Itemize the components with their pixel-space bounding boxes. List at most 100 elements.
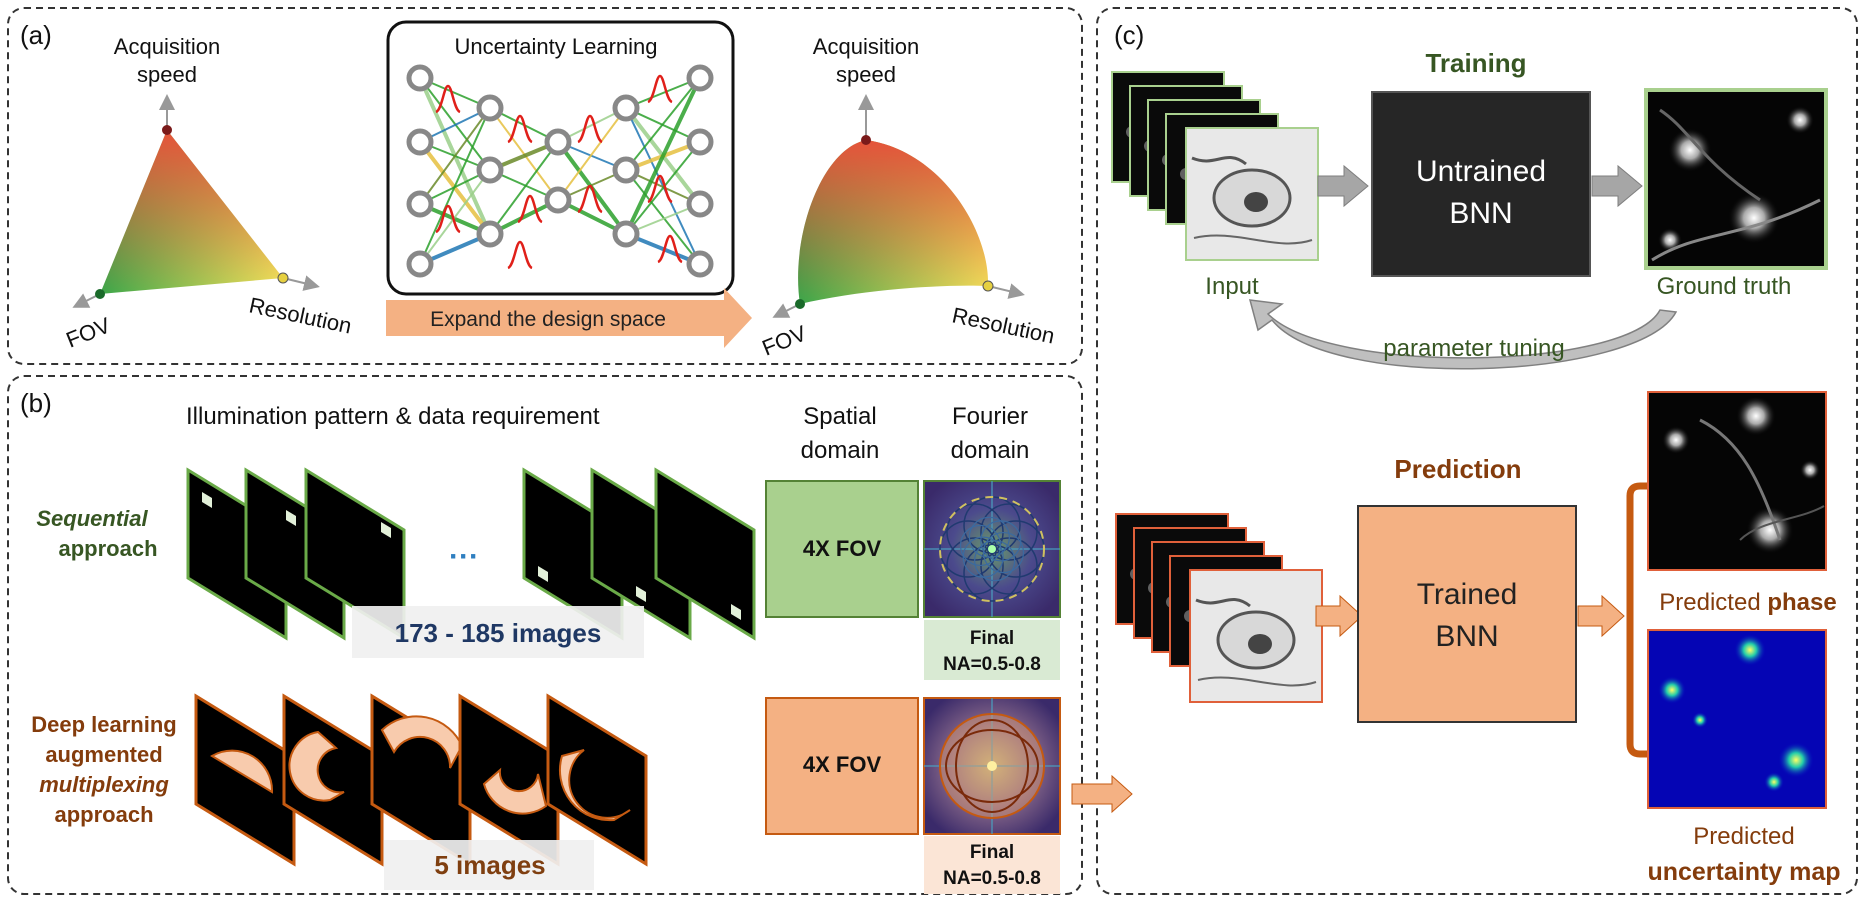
train-arrow-out [1591,164,1643,208]
uncertainty-spot [1778,742,1814,778]
network-node [612,156,640,184]
untrained-box [1371,91,1591,277]
cell-glow [1658,228,1682,252]
fourier-aperture-circle [962,536,1004,578]
network-node [406,250,434,278]
uncertainty-spot [1764,772,1784,792]
multiplex-label-2: augmented [45,742,162,767]
multiplex-count: 5 images [434,850,545,880]
panel-a-label: (a) [20,20,52,50]
multiplex-label-1: Deep learning [31,712,176,737]
predicted-phase-regular: Predicted [1659,589,1767,616]
distribution-curve [647,174,673,204]
predicted-phase-image [1647,391,1827,571]
left-axis-right [282,275,320,291]
multiplex-count-bg [384,840,594,890]
network-edge [624,77,702,235]
cell-glow [1668,128,1712,172]
prediction-input-stack [1115,513,1323,703]
right-axis-right-label: Resolution [950,302,1057,348]
sequential-ellipsis: ··· [449,540,479,573]
network-node [406,128,434,156]
right-axis-top-line1: Acquisition [813,34,919,59]
multiplex-pattern [380,715,464,769]
bayesian-network [406,64,714,278]
cell-process [1739,505,1825,541]
network-box [386,20,735,296]
fourier-aperture-circle [982,531,1025,574]
cell-glow [1736,396,1776,436]
design-space-triangle [95,125,289,299]
multiplex-pattern [288,730,345,802]
uncertainty-map-image [1647,629,1827,809]
expanded-design-space [795,135,994,309]
right-axis-left-label: FOV [759,320,811,360]
network-node [406,190,434,218]
distribution-curve [577,184,603,214]
cell-nucleus [1248,634,1272,654]
network-node [612,220,640,248]
sequential-label-rest: approach [58,536,157,561]
output-bracket [1626,482,1660,758]
multiplex-final-2: NA=0.5-0.8 [943,868,1041,889]
multiplex-fourier-image [923,697,1061,835]
network-edge [489,141,559,235]
left-axis-left-label: FOV [63,312,115,352]
multiplex-frame [546,693,648,867]
illumination-frame [654,467,756,641]
multiplex-pattern [559,749,631,822]
training-title: Training [1425,48,1526,78]
illumination-led [636,585,646,603]
sequential-final-1: Final [970,628,1014,649]
distribution-curve [577,114,603,144]
spatial-header-2: domain [801,437,880,464]
sequential-label-italic: Sequential [36,506,148,531]
parameter-tuning-arrow [1248,299,1678,370]
sequential-spatial-box [765,480,919,618]
uncertainty-spot [1734,634,1766,666]
cell-glow [1662,426,1690,454]
network-node [544,186,572,214]
fourier-header-2: domain [951,437,1030,464]
cell-glow [1800,460,1820,480]
sequential-final-2: NA=0.5-0.8 [943,654,1041,675]
panel-c-border [1096,7,1858,895]
distribution-curve [647,74,673,104]
illumination-led [202,491,212,509]
cell-process [1651,198,1821,262]
sequential-frames [186,467,756,641]
panel-b-border [7,375,1083,895]
ground-truth-image [1644,88,1828,270]
fourier-aperture-circle [980,520,1022,562]
cell-process [1699,418,1782,541]
distribution-curve [507,240,533,270]
ground-truth-label: Ground truth [1657,273,1792,300]
trained-line2: BNN [1435,620,1498,653]
illumination-led [381,521,391,539]
cell-glow [1786,106,1814,134]
multiplexing-frames [194,693,648,867]
multiplex-final-bg [924,836,1060,894]
panel-c-label: (c) [1114,20,1144,50]
cell-glow [1728,192,1780,244]
pred-arrow-out [1577,594,1625,638]
network-title: Uncertainty Learning [454,34,657,59]
network-node [476,94,504,122]
illumination-led [286,509,296,527]
multiplex-spatial-box [765,697,919,835]
panel-b-header: Illumination pattern & data requirement [186,403,600,430]
cell-edge [1191,156,1247,166]
network-node [476,156,504,184]
expand-arrow [386,288,752,348]
network-edge [419,107,491,205]
network-edge [625,141,701,235]
network-edge [625,169,701,265]
sequential-fourier-image [923,480,1061,618]
cell-edge [1195,598,1251,608]
multiplex-frame [458,693,560,867]
multiplex-final-1: Final [970,842,1014,863]
predicted-unc-line1: Predicted [1693,823,1794,850]
network-edge [419,107,491,265]
fourier-aperture-circle [980,503,1038,561]
prediction-title: Prediction [1394,454,1521,484]
